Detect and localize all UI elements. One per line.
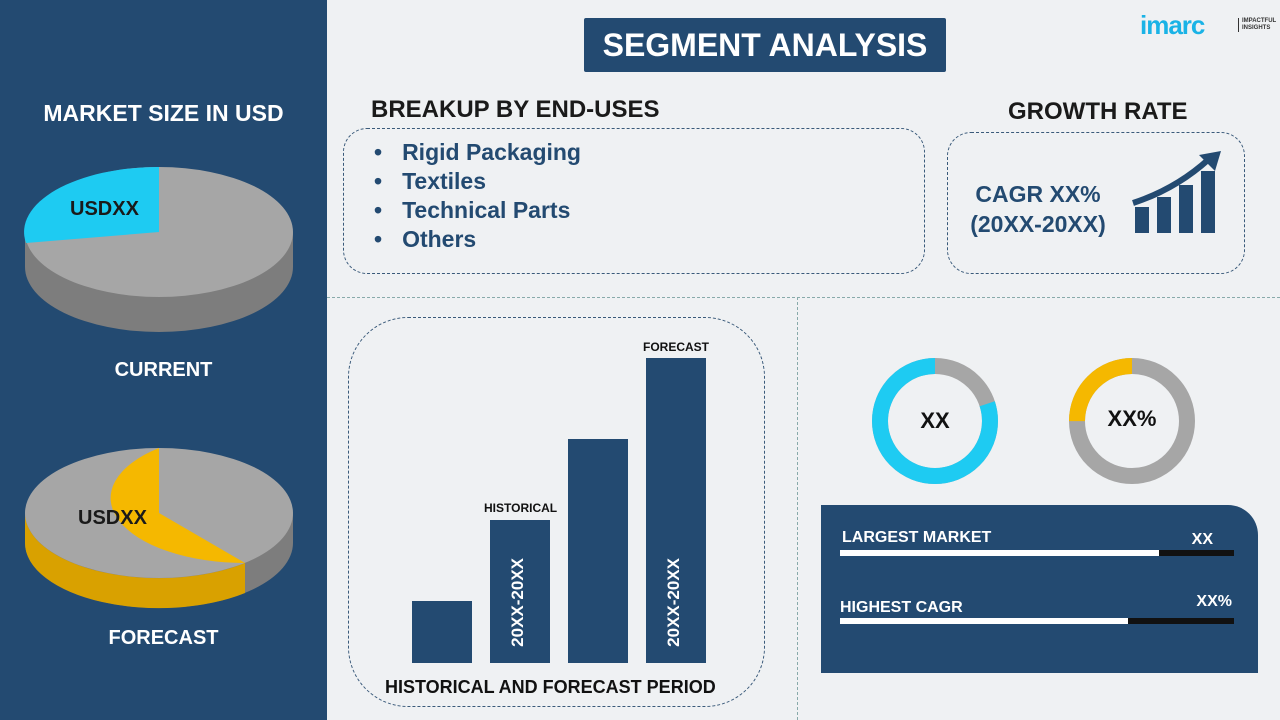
list-item: Technical Parts (344, 196, 924, 225)
current-pie-chart (24, 166, 293, 332)
imarc-logo: imarc IMPACTFUL INSIGHTS (1140, 10, 1277, 40)
market-size-panel: MARKET SIZE IN USD USDXX CURRENT USDXX F… (0, 0, 327, 720)
donut-2-label: XX% (1107, 406, 1157, 431)
stat-largest-market-bar (840, 550, 1234, 556)
forecast-pie-chart (24, 448, 293, 609)
growth-box: CAGR XX% (20XX-20XX) (947, 132, 1245, 274)
forecast-label: FORECAST (643, 340, 709, 354)
bar-historical: 20XX-20XX (490, 520, 550, 663)
stat-largest-market-value: XX (1191, 531, 1213, 548)
stat-highest-cagr-label: HIGHEST CAGR (840, 599, 963, 616)
list-item: Others (344, 225, 924, 254)
breakup-heading: BREAKUP BY END-USES (371, 96, 660, 123)
stat-largest-market-label: LARGEST MARKET (842, 529, 992, 546)
period-chart-box (348, 317, 765, 707)
growth-heading: GROWTH RATE (1008, 98, 1188, 125)
donut-arc (1069, 358, 1195, 484)
stat-highest-cagr-value: XX% (1196, 593, 1232, 610)
donut-arc (872, 358, 998, 484)
cagr-period: (20XX-20XX) (970, 211, 1106, 237)
forecast-range: 20XX-20XX (664, 558, 683, 647)
breakup-box: Rigid Packaging Textiles Technical Parts… (343, 128, 925, 274)
stats-panel: LARGEST MARKET XX HIGHEST CAGR XX% (821, 505, 1258, 673)
divider-horizontal (327, 297, 1280, 298)
period-chart-footer: HISTORICAL AND FORECAST PERIOD (385, 677, 716, 697)
current-value: USDXX (70, 198, 139, 220)
cagr-text: CAGR XX% (975, 181, 1101, 207)
forecast-value: USDXX (78, 507, 147, 529)
donut-charts (872, 358, 1195, 484)
stat-highest-cagr-bar (840, 618, 1234, 624)
logo-tagline: IMPACTFUL INSIGHTS (1238, 18, 1278, 32)
historical-label: HISTORICAL (484, 501, 558, 515)
donut-1-label: XX (920, 408, 950, 433)
bar-3 (568, 439, 628, 663)
list-item: Rigid Packaging (344, 138, 924, 167)
list-item: Textiles (344, 167, 924, 196)
historical-range: 20XX-20XX (508, 558, 527, 647)
bar-1 (412, 601, 472, 663)
growth-chart-icon (1132, 151, 1221, 233)
divider-vertical (797, 297, 798, 720)
current-label: CURRENT (114, 359, 213, 381)
bar-forecast: 20XX-20XX (646, 358, 706, 663)
market-size-heading: MARKET SIZE IN USD (43, 100, 284, 126)
end-uses-list: Rigid Packaging Textiles Technical Parts… (344, 138, 924, 254)
forecast-label: FORECAST (108, 627, 219, 649)
page-title: SEGMENT ANALYSIS (584, 18, 946, 72)
